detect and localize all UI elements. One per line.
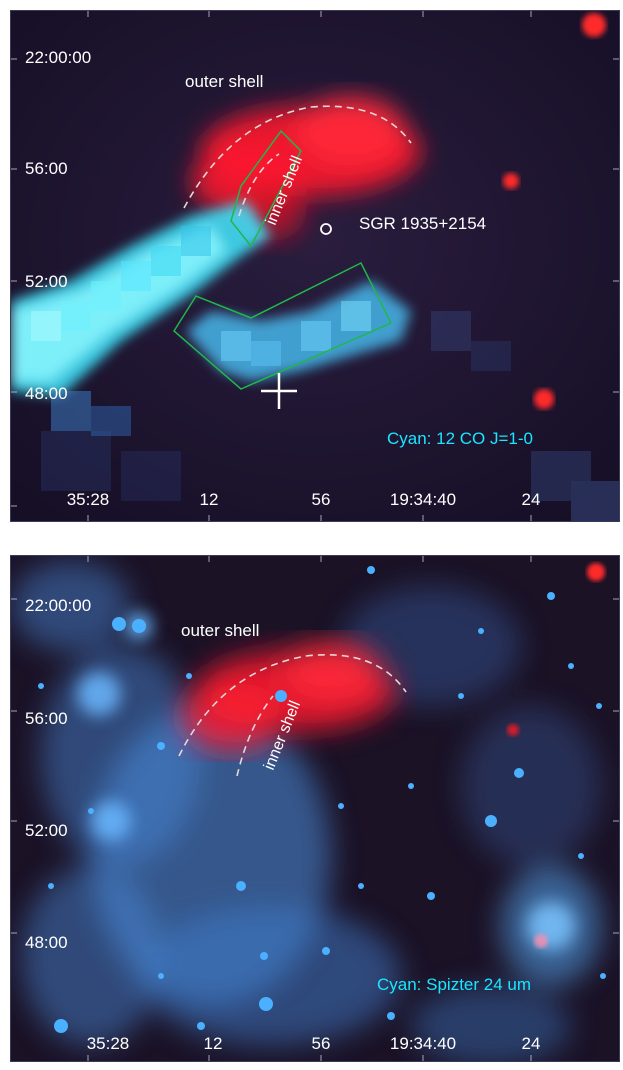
ra-label: 24 [522,1034,541,1053]
ra-label: 35:28 [67,490,110,509]
dec-label: 48:00 [25,933,68,952]
dec-label: 22:00:00 [25,48,91,67]
ra-label: 19:34:40 [390,490,456,509]
axis-ticks [11,11,619,521]
cross-marker [261,373,297,409]
ra-label: 56 [312,490,331,509]
co-cloud-bar [11,201,271,436]
ra-label: 56 [312,1034,331,1053]
co-cloud-hook [186,281,411,381]
ra-label: 24 [522,490,541,509]
dec-label: 52:00 [25,821,68,840]
red-point-source [503,173,519,189]
ra-label: 35:28 [87,1034,130,1053]
outer-shell-label: outer shell [181,621,259,640]
red-point-source [587,563,605,581]
dec-label: 56:00 [25,159,68,178]
bottom-image: 22:00:00 56:00 52:00 48:00 35:28 12 56 1… [11,556,619,1061]
dec-label: 22:00:00 [25,596,91,615]
sgr-position-marker [320,223,332,235]
dec-label: 56:00 [25,709,68,728]
pink-source [534,934,548,948]
source-label: SGR 1935+2154 [359,214,486,233]
stars [38,566,606,1033]
outer-shell-arc [178,654,407,757]
red-point-source [507,724,519,736]
top-panel: 22:00:00 56:00 52:00 48:00 35:28 12 56 1… [10,10,620,522]
ra-label: 12 [200,490,219,509]
dec-label: 52:00 [25,272,68,291]
red-point-source [534,389,554,409]
top-image: 22:00:00 56:00 52:00 48:00 35:28 12 56 1… [11,11,619,521]
dec-label: 48:00 [25,384,68,403]
outer-shell-emission [191,96,421,241]
ra-label: 12 [204,1034,223,1053]
inner-shell-arc [238,153,280,217]
legend-label: Cyan: 12 CO J=1-0 [387,429,533,448]
ra-label: 19:34:40 [390,1034,456,1053]
outer-shell-label: outer shell [185,72,263,91]
inner-region-outline [230,129,302,248]
red-point-source [582,13,606,37]
legend-label: Cyan: Spizter 24 um [377,975,531,994]
axis-ticks [11,556,619,1061]
co-background-noise [41,311,619,521]
bottom-panel: 22:00:00 56:00 52:00 48:00 35:28 12 56 1… [10,555,620,1062]
hook-region-outline [173,261,393,390]
outer-shell-arc [183,105,412,209]
